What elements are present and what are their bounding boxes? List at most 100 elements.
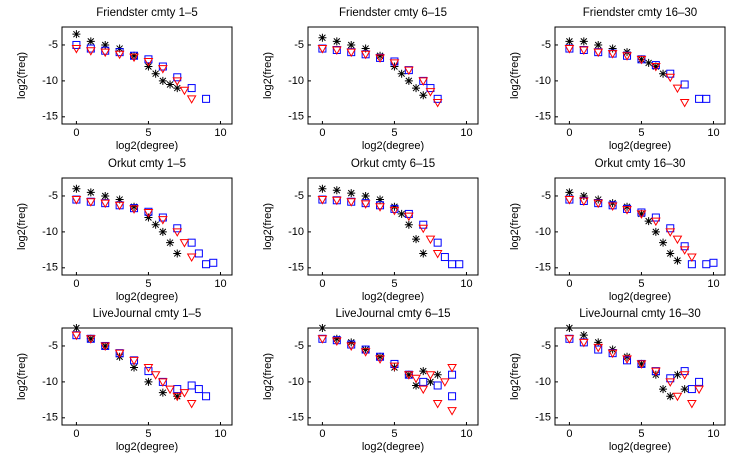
y-tick-label: -5 bbox=[541, 340, 551, 352]
asterisk-point bbox=[637, 209, 646, 218]
y-tick-label: -10 bbox=[42, 75, 58, 87]
triangle-point bbox=[665, 73, 676, 83]
subplot-title: Orkut cmty 16–30 bbox=[595, 158, 686, 170]
subplot-title: Friendster cmty 1–5 bbox=[96, 7, 198, 19]
x-axis-label: log2(degree) bbox=[116, 441, 178, 453]
axes-box bbox=[555, 178, 725, 275]
y-tick-label: -15 bbox=[42, 111, 58, 123]
square-point bbox=[433, 381, 442, 390]
subplot-title: Orkut cmty 1–5 bbox=[108, 158, 186, 170]
triangle-point bbox=[85, 335, 96, 344]
triangle-point bbox=[389, 206, 400, 216]
asterisk-point bbox=[347, 40, 356, 49]
asterisk-point bbox=[86, 334, 95, 343]
triangle-point bbox=[186, 95, 197, 104]
triangle-point bbox=[360, 50, 371, 60]
triangle-point bbox=[375, 54, 385, 63]
asterisk-point bbox=[151, 69, 160, 78]
square-point bbox=[608, 201, 617, 210]
triangle-point bbox=[403, 371, 414, 380]
asterisk-point bbox=[158, 388, 167, 397]
square-point bbox=[194, 249, 203, 258]
y-axis-label: log2(freq) bbox=[509, 353, 521, 400]
triangle-point bbox=[593, 199, 604, 209]
triangle-point bbox=[143, 208, 154, 218]
triangle-point bbox=[636, 55, 647, 65]
triangle-point bbox=[331, 337, 342, 346]
asterisk-point bbox=[144, 62, 153, 71]
x-tick-label: 5 bbox=[638, 278, 644, 290]
asterisk-point bbox=[86, 37, 95, 46]
asterisk-point bbox=[680, 385, 689, 394]
subplot: Friendster cmty 1–5 log2(degree) log2(freq… bbox=[16, 7, 232, 152]
triangle-point bbox=[71, 45, 82, 54]
y-tick-label: -15 bbox=[535, 111, 551, 123]
triangle-point bbox=[418, 77, 429, 86]
asterisk-point bbox=[651, 227, 660, 236]
x-tick-label: 0 bbox=[319, 278, 325, 290]
y-tick-label: -10 bbox=[42, 376, 58, 388]
x-tick-label: 10 bbox=[460, 428, 472, 440]
x-axis-label: log2(degree) bbox=[362, 291, 424, 303]
subplot: Orkut cmty 16–30 log2(degree) log2(freq) 0 5… bbox=[509, 158, 725, 303]
triangle-point bbox=[172, 77, 183, 86]
y-tick-label: -10 bbox=[535, 376, 551, 388]
axes-frame bbox=[307, 26, 479, 125]
triangle-point bbox=[100, 199, 111, 209]
subplot: LiveJournal cmty 6–15 log2(degree) log2(fr… bbox=[262, 308, 478, 453]
asterisk-point bbox=[637, 359, 646, 368]
triangle-point bbox=[375, 203, 385, 212]
x-tick-label: 0 bbox=[319, 428, 325, 440]
asterisk-point bbox=[101, 341, 110, 350]
x-tick-label: 10 bbox=[707, 127, 719, 139]
x-axis-label: log2(degree) bbox=[116, 291, 178, 303]
triangle-point bbox=[622, 52, 632, 61]
triangle-point bbox=[593, 48, 604, 58]
asterisk-point bbox=[130, 363, 139, 372]
asterisk-point bbox=[318, 184, 327, 193]
triangle-point bbox=[607, 50, 618, 59]
asterisk-point bbox=[426, 377, 435, 386]
square-point bbox=[332, 336, 341, 345]
square-point bbox=[419, 377, 428, 386]
x-tick-label: 0 bbox=[319, 127, 325, 139]
asterisk-point bbox=[659, 69, 668, 78]
triangle-point bbox=[186, 253, 197, 263]
asterisk-point bbox=[72, 30, 81, 39]
asterisk-point bbox=[158, 227, 167, 236]
y-axis-label: log2(freq) bbox=[509, 52, 521, 99]
triangle-point bbox=[186, 399, 197, 409]
y-axis-label: log2(freq) bbox=[262, 203, 274, 250]
y-tick-label: -10 bbox=[288, 376, 304, 388]
asterisk-point bbox=[565, 188, 574, 197]
subplot-title: Orkut cmty 6–15 bbox=[351, 158, 435, 170]
x-tick-label: 0 bbox=[73, 278, 79, 290]
asterisk-point bbox=[332, 37, 341, 46]
axes-box bbox=[62, 328, 232, 425]
x-tick-label: 5 bbox=[638, 428, 644, 440]
asterisk-point bbox=[101, 40, 110, 49]
square-point bbox=[202, 392, 211, 401]
asterisk-point bbox=[644, 217, 653, 226]
asterisk-point bbox=[390, 202, 399, 211]
x-axis-label: log2(degree) bbox=[609, 441, 671, 453]
square-point bbox=[130, 204, 139, 213]
triangle-point bbox=[425, 371, 436, 380]
x-tick-label: 0 bbox=[566, 278, 572, 290]
triangle-point bbox=[360, 348, 371, 357]
asterisk-point bbox=[173, 249, 182, 258]
triangle-point bbox=[564, 335, 575, 344]
triangle-point bbox=[71, 331, 82, 341]
asterisk-point bbox=[419, 91, 428, 100]
square-point bbox=[202, 94, 211, 103]
square-point bbox=[144, 207, 153, 216]
asterisk-point bbox=[86, 188, 95, 197]
square-point bbox=[448, 392, 457, 401]
y-tick-label: -15 bbox=[288, 262, 304, 274]
triangle-point bbox=[85, 198, 96, 207]
asterisk-point bbox=[666, 249, 675, 258]
y-tick-label: -10 bbox=[42, 226, 58, 238]
x-tick-label: 5 bbox=[391, 278, 397, 290]
triangle-point bbox=[636, 360, 647, 369]
triangle-point bbox=[157, 216, 168, 225]
